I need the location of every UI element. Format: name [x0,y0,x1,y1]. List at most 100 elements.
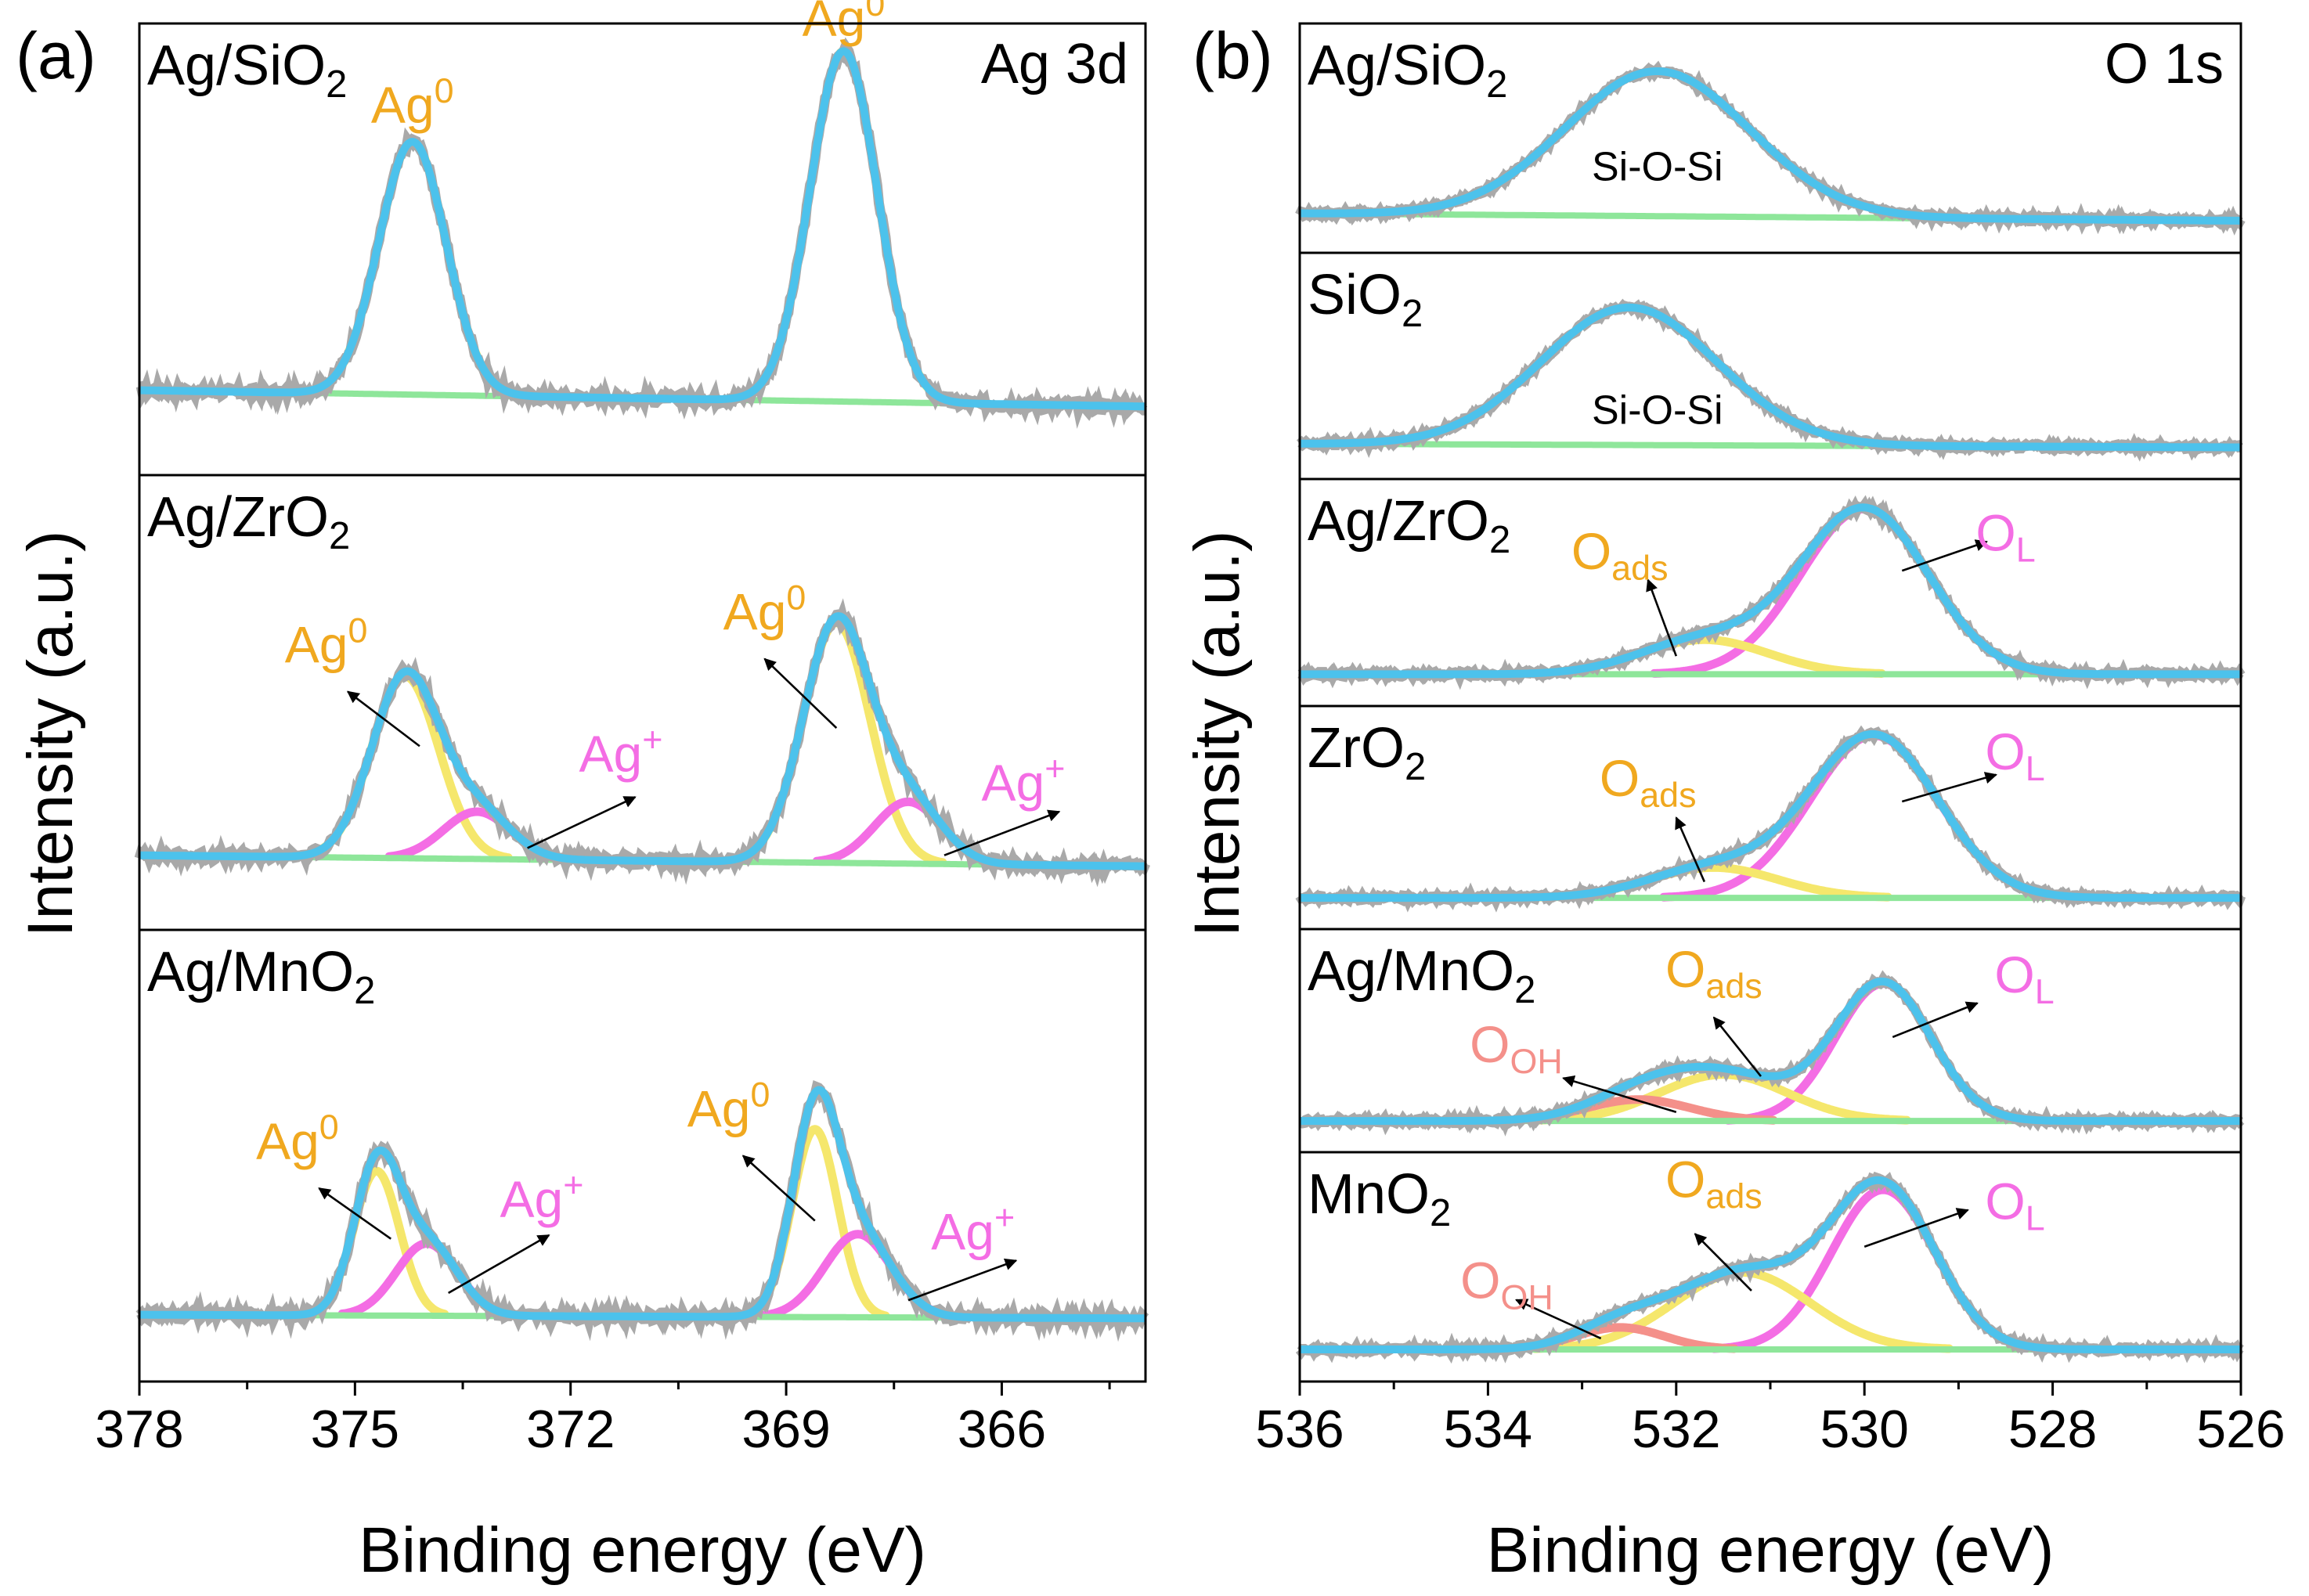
panel-letter: (b) [1192,19,1273,92]
peak-label-superscript: 0 [865,0,885,23]
peak-label-superscript: 0 [786,578,806,618]
peak-label-superscript: + [642,719,662,759]
annotation-arrow [1646,578,1678,657]
peak-label-subscript: ads [1611,548,1668,588]
annotation-arrow [1712,1016,1762,1077]
peak-label-text: O [1985,722,2025,780]
envelope-fit-line [1297,977,2243,1126]
component-peak-Ag0 [725,618,947,867]
annotation-arrow [346,690,420,748]
species-label: Si-O-Si [1592,387,1723,433]
peak-label-OL: OL [1985,722,2044,788]
peak-label-Oads: Oads [1665,1150,1762,1216]
core-level-label: O 1s [2105,33,2224,95]
x-tick-label: 378 [95,1400,183,1459]
peak-label-text: O [1460,1251,1500,1309]
sample-label: Ag/MnO2 [1308,940,1535,1011]
peak-label-Ag0: Ag0 [285,610,368,673]
peak-label-subscript: OH [1500,1277,1553,1317]
raw-data-line [135,37,1148,429]
species-label: Si-O-Si [1592,144,1723,189]
peak-label-subscript: ads [1705,1176,1762,1216]
peak-label-Agplus: Ag+ [500,1165,584,1228]
peak-label-text: Ag [285,615,348,673]
x-tick-label: 528 [2008,1400,2097,1459]
peak-label-OOH: OOH [1460,1251,1553,1317]
peak-label-Ag0: Ag0 [687,1075,770,1138]
peak-label-subscript: L [2035,971,2055,1011]
peak-label-superscript: + [1044,748,1065,788]
x-tick-label: 536 [1255,1400,1344,1459]
sample-label-main: Ag/MnO [147,941,354,1003]
peak-label-Oads: Oads [1571,522,1669,588]
peak-label-subscript: L [2016,530,2036,570]
sample-label-main: Ag/MnO [1308,940,1514,1003]
x-tick-label: 532 [1632,1400,1720,1459]
sample-label-main: Ag/ZrO [147,486,329,549]
x-axis-title: Binding energy (eV) [1487,1515,2055,1586]
peak-label-text: O [1994,946,2034,1003]
annotation-arrow [318,1187,391,1240]
annotation-arrow [1694,1233,1752,1292]
peak-label-text: O [1571,522,1611,580]
sample-label-subscript: 2 [326,63,347,106]
sample-label: Ag/MnO2 [147,941,375,1012]
peak-label-Agplus: Ag+ [579,719,662,783]
subplot-2: Si-O-Si SiO2 [1296,251,2243,481]
envelope-fit-line [137,47,1148,411]
peak-label-subscript: L [2026,748,2045,788]
annotation-arrow [763,657,838,729]
sample-label-main: ZrO [1308,717,1405,780]
sample-label-subscript: 2 [1430,1192,1451,1234]
annotation-arrow [1863,1208,1969,1248]
annotation-arrow [741,1155,816,1222]
peak-label-text: O [1985,1173,2025,1230]
peak-label-text: O [1600,749,1640,807]
x-axis: 378 375 372 369 366 [95,1382,1111,1459]
envelope-fit-line [1297,1176,2243,1353]
sample-label-subscript: 2 [1402,293,1423,335]
envelope-fit-line [137,1086,1148,1323]
sample-label: MnO2 [1308,1163,1451,1234]
sample-label: ZrO2 [1308,717,1426,788]
peak-label-text: O [1665,1150,1705,1208]
sample-label-subscript: 2 [1514,969,1535,1011]
peak-label-text: O [1470,1015,1510,1073]
annotation-arrow [1901,539,1988,572]
sample-label-subscript: 2 [1489,519,1510,561]
peak-label-OL: OL [1994,946,2054,1011]
panel-a: (a)Ag0Ag0Ag/SiO2Ag0Ag+Ag0Ag+Ag/ZrO2Ag0Ag… [15,0,1150,1586]
annotation-arrow [1675,816,1706,883]
peak-label-text: Ag [981,754,1044,812]
x-tick-label: 372 [526,1400,615,1459]
peak-label-superscript: + [563,1165,583,1205]
peak-label-Agplus: Ag+ [981,748,1065,812]
subplot-1: Si-O-Si Ag/SiO2 [1295,22,2246,254]
peak-label-OL: OL [1975,504,2035,570]
peak-label-text: Ag [687,1080,751,1138]
peak-label-superscript: 0 [348,610,368,650]
peak-label-subscript: ads [1705,966,1762,1006]
peak-label-Oads: Oads [1665,940,1762,1006]
x-tick-label: 534 [1444,1400,1532,1459]
peak-label-subscript: OH [1510,1041,1562,1081]
annotation-arrow [1562,1075,1677,1113]
core-level-label: Ag 3d [981,33,1128,95]
envelope-fit-line [1297,730,2243,902]
peak-label-text: Ag [371,76,435,134]
y-axis-title: Intensity (a.u.) [15,531,86,938]
sample-label-main: SiO [1308,264,1402,326]
sample-label-subscript: 2 [1486,63,1507,106]
sample-label-main: Ag/SiO [147,34,326,97]
annotation-arrow [448,1234,550,1295]
x-axis: 536 534 532 530 528 526 [1255,1382,2286,1459]
peak-label-text: Ag [579,725,642,783]
peak-label-text: Ag [500,1170,564,1228]
component-peak-OL [1723,979,2044,1125]
sample-label-main: Ag/ZrO [1308,490,1489,553]
peak-label-superscript: 0 [319,1107,339,1147]
